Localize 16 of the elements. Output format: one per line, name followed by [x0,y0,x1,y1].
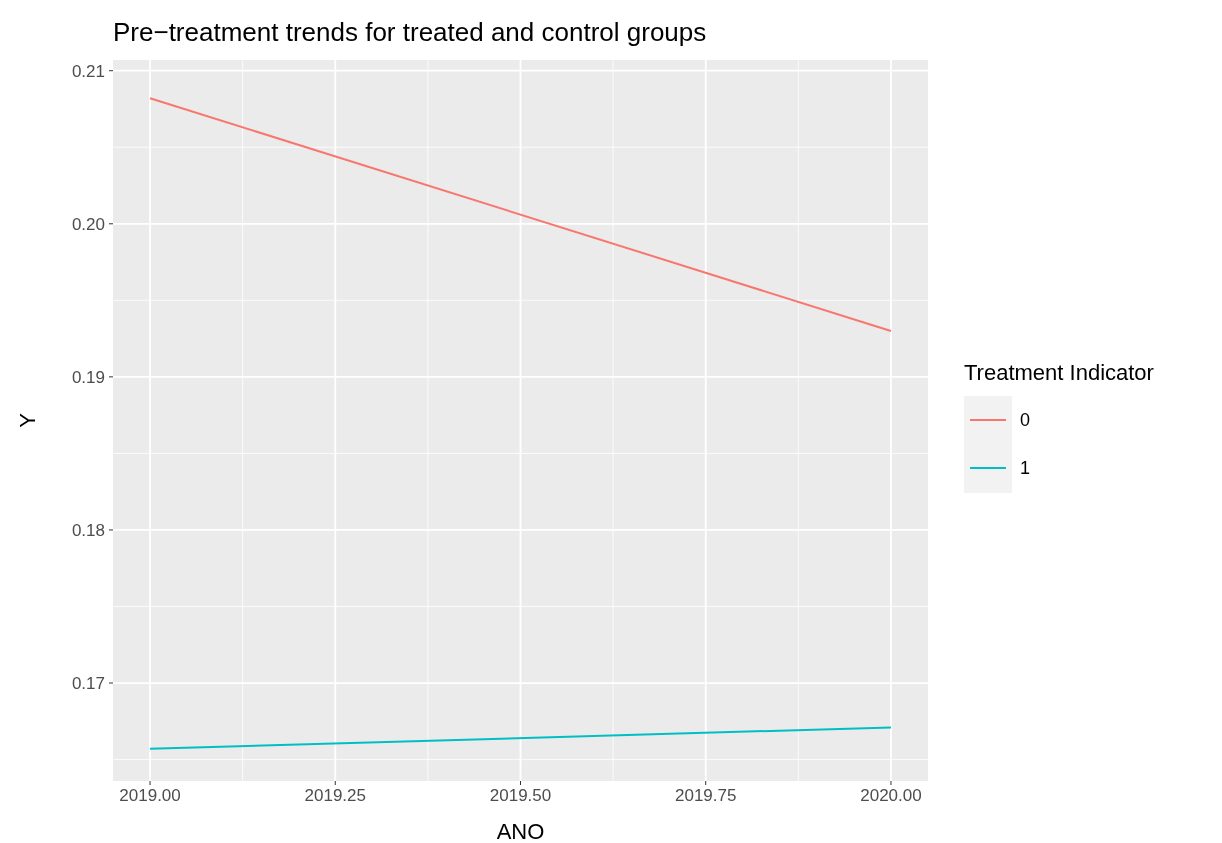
legend-label: 0 [1020,410,1031,430]
y-tick-label: 0.19 [71,367,105,387]
y-tick-label: 0.20 [71,214,105,234]
y-tick-label: 0.18 [71,520,105,540]
y-tick-label: 0.21 [71,61,105,81]
x-tick-label: 2019.25 [304,786,366,805]
x-tick-label: 2019.50 [489,786,552,805]
x-tick-label: 2019.75 [675,786,737,805]
chart-title: Pre−treatment trends for treated and control groups [113,17,707,47]
legend-title: Treatment Indicator [964,360,1154,385]
x-tick-label: 2020.00 [860,786,922,805]
y-tick-label: 0.17 [71,674,105,694]
legend-label: 1 [1020,458,1031,478]
x-tick-label: 2019.00 [119,786,181,805]
x-axis-title: ANO [496,819,545,843]
y-axis-title: Y [15,412,40,428]
